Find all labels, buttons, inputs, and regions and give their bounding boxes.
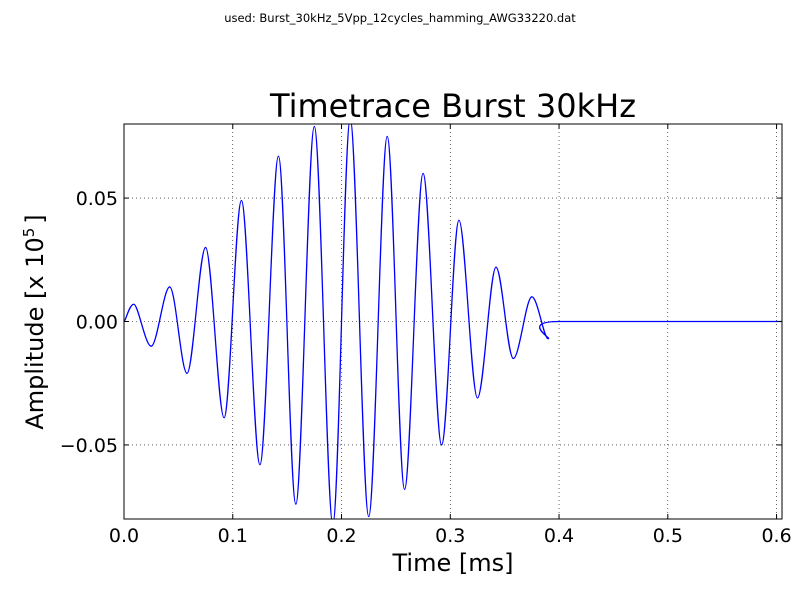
x-axis-ticks: 0.0 0.1 0.2 0.3 0.4 0.5 0.6 [109,124,792,547]
x-tick-label: 0.5 [653,525,683,547]
y-axis-label-main: Amplitude [x 10 [21,237,49,429]
series-line [124,124,782,519]
y-tick-label: −0.05 [60,435,118,457]
x-tick-label: 0.6 [761,525,791,547]
series-layer [124,124,782,519]
figure-suptitle: used: Burst_30kHz_5Vpp_12cycles_hamming_… [224,11,576,25]
y-axis-label-exponent: 5 [20,228,38,238]
x-tick-label: 0.1 [218,525,248,547]
x-tick-label: 0.4 [544,525,574,547]
x-tick-label: 0.0 [109,525,139,547]
x-tick-label: 0.3 [435,525,465,547]
x-axis-label: Time [ms] [392,549,514,577]
y-axis-label-close: ] [21,214,49,223]
x-tick-label: 0.2 [326,525,356,547]
y-tick-label: 0.05 [76,188,118,210]
chart-title: Timetrace Burst 30kHz [269,87,636,125]
y-axis-ticks: 0.05 0.00 −0.05 [60,188,782,457]
y-tick-label: 0.00 [76,312,118,334]
y-axis-label: Amplitude [x 105] [20,214,49,429]
